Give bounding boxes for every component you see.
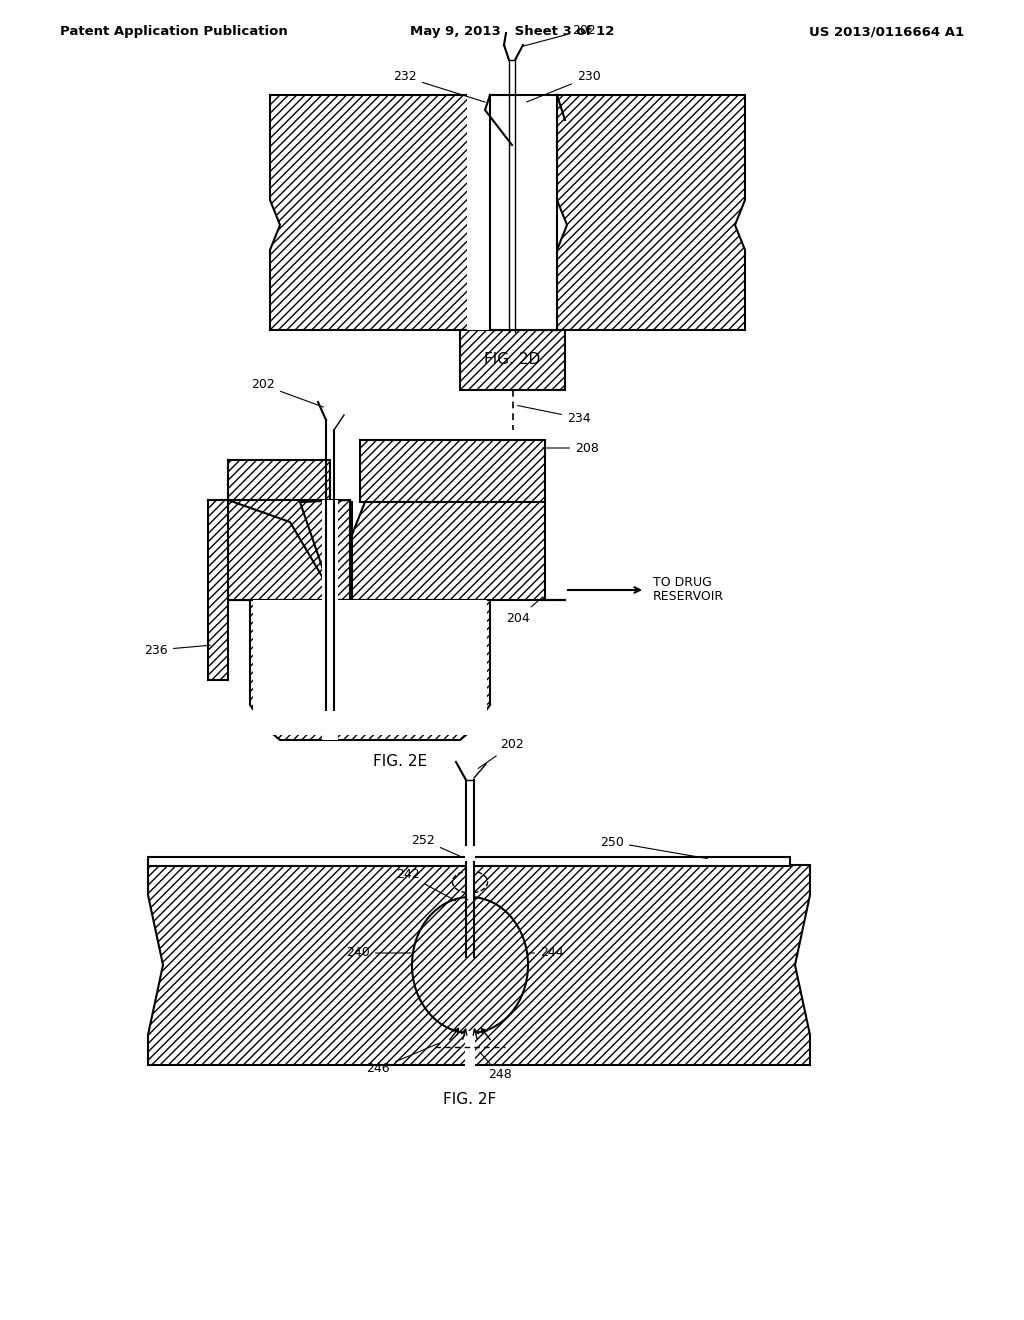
Text: 252: 252 (412, 833, 460, 855)
Text: TO DRUG: TO DRUG (653, 576, 712, 589)
Polygon shape (148, 865, 810, 1065)
Text: May 9, 2013   Sheet 3 of 12: May 9, 2013 Sheet 3 of 12 (410, 25, 614, 38)
Bar (228, 500, 350, 601)
Text: FIG. 2D: FIG. 2D (484, 352, 540, 367)
Text: 230: 230 (526, 70, 601, 102)
Text: 208: 208 (543, 441, 599, 454)
Text: 244: 244 (528, 946, 563, 960)
Bar (465, 1031, 475, 1067)
Bar (228, 459, 330, 508)
Text: 234: 234 (518, 405, 591, 425)
Bar (253, 601, 487, 735)
Text: FIG. 2F: FIG. 2F (443, 1093, 497, 1107)
Text: 202: 202 (251, 379, 324, 407)
Text: 246: 246 (367, 1043, 439, 1076)
Text: RESERVOIR: RESERVOIR (653, 590, 724, 603)
Polygon shape (302, 502, 545, 601)
Bar (208, 500, 228, 680)
Bar (322, 598, 338, 741)
Bar (460, 330, 565, 389)
Text: 248: 248 (480, 1052, 512, 1081)
Text: US 2013/0116664 A1: US 2013/0116664 A1 (809, 25, 964, 38)
Polygon shape (270, 95, 490, 330)
Text: 242: 242 (396, 869, 456, 900)
Bar (465, 865, 475, 899)
Text: 202: 202 (522, 24, 596, 46)
Text: 204: 204 (506, 597, 543, 624)
Text: 232: 232 (393, 70, 485, 102)
Bar (467, 92, 557, 330)
Text: 236: 236 (144, 644, 210, 656)
Polygon shape (557, 95, 745, 330)
Bar (360, 440, 545, 502)
Text: FIG. 2E: FIG. 2E (373, 755, 427, 770)
Bar (322, 500, 338, 602)
Polygon shape (250, 601, 490, 741)
Polygon shape (228, 500, 350, 601)
Text: 240: 240 (346, 946, 412, 960)
Bar (148, 857, 790, 866)
Text: 202: 202 (478, 738, 523, 768)
Ellipse shape (412, 898, 528, 1034)
Ellipse shape (412, 898, 528, 1034)
Bar (465, 853, 475, 871)
Text: 250: 250 (600, 836, 708, 858)
Text: Patent Application Publication: Patent Application Publication (60, 25, 288, 38)
